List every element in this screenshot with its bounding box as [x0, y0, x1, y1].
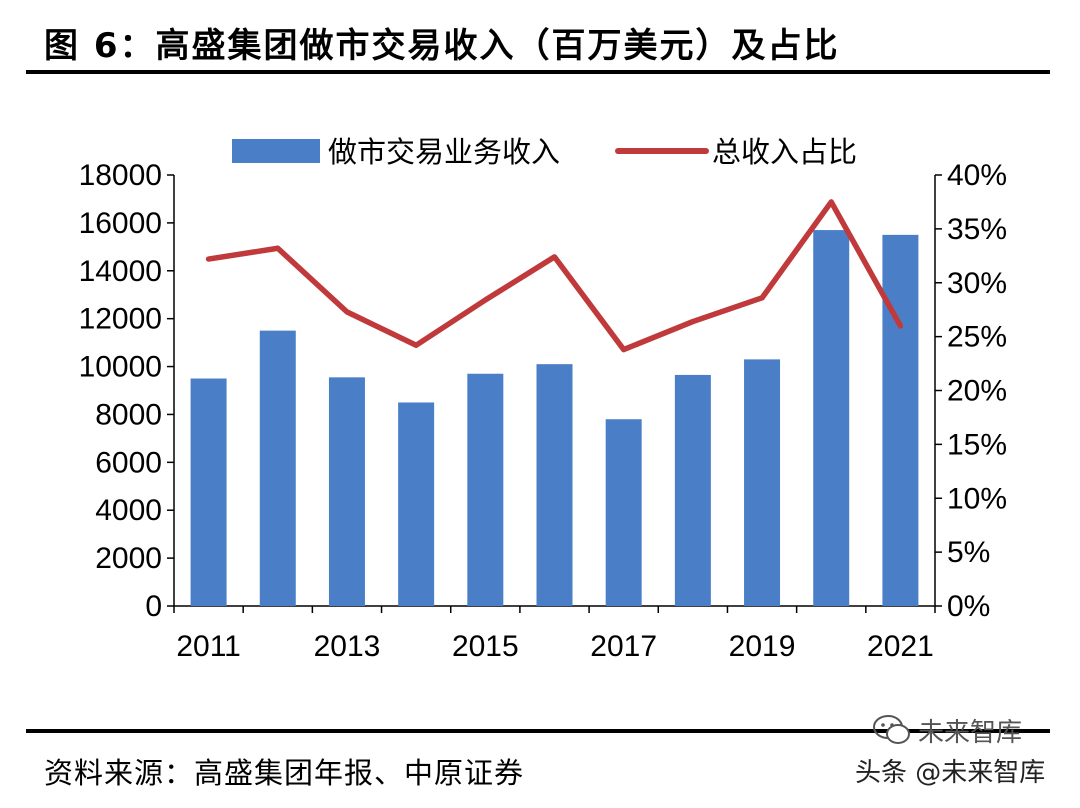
x-tick-label: 2019 — [729, 630, 796, 663]
x-tick-label: 2011 — [176, 630, 241, 663]
left-tick-label: 14000 — [79, 255, 162, 288]
bar-2014 — [398, 402, 435, 606]
watermark-prefix: 头条 — [855, 758, 908, 788]
bar-2020 — [813, 230, 850, 607]
left-tick-label: 12000 — [79, 303, 162, 336]
wechat-icon — [873, 715, 910, 744]
bottom-rule — [26, 729, 1050, 733]
legend-line-label: 总收入占比 — [712, 135, 857, 169]
chart: 做市交易业务收入 总收入占比 0 2000 4000 6000 8000 10000 120… — [79, 135, 1007, 663]
top-rule — [26, 70, 1050, 74]
axes — [167, 174, 942, 613]
left-tick-label: 8000 — [95, 398, 162, 431]
bar-2019 — [744, 359, 781, 606]
bar-2021 — [882, 234, 919, 606]
right-tick-label: 0% — [947, 590, 990, 623]
bar-2017 — [605, 419, 642, 606]
tick-labels: 0 2000 4000 6000 8000 10000 12000 14000 16000 180… — [79, 159, 1007, 663]
left-tick-label: 2000 — [95, 542, 162, 575]
left-tick-label: 6000 — [95, 446, 162, 479]
bar-2013 — [328, 377, 365, 606]
ratio-line-layer — [205, 199, 904, 353]
bar-2011 — [190, 378, 227, 606]
left-tick-label: 4000 — [95, 494, 162, 527]
right-tick-label: 35% — [947, 213, 1007, 246]
right-tick-label: 15% — [947, 428, 1007, 461]
right-tick-label: 25% — [947, 321, 1007, 354]
right-tick-label: 40% — [947, 159, 1007, 192]
x-tick-label: 2017 — [590, 630, 657, 663]
ratio-line — [205, 199, 904, 353]
right-tick-label: 30% — [947, 267, 1007, 300]
bar-2015 — [467, 373, 504, 606]
watermark: 头条 @未来智库 — [855, 752, 1045, 789]
left-tick-label: 10000 — [79, 351, 162, 384]
source-note: 资料来源：高盛集团年报、中原证券 — [44, 756, 525, 790]
left-tick-label: 16000 — [79, 207, 162, 240]
right-tick-label: 10% — [947, 482, 1007, 515]
x-tick-label: 2013 — [314, 630, 381, 663]
bar-2016 — [536, 364, 573, 606]
left-tick-label: 18000 — [79, 159, 162, 192]
right-tick-label: 20% — [947, 375, 1007, 408]
chart-title: 图 6：高盛集团做市交易收入（百万美元）及占比 — [44, 26, 840, 66]
legend-bar-label: 做市交易业务收入 — [328, 135, 560, 169]
right-tick-label: 5% — [947, 536, 990, 569]
bar-2018 — [674, 374, 711, 606]
bar-2012 — [259, 330, 296, 606]
x-tick-label: 2021 — [867, 630, 934, 663]
watermark-handle: @未来智库 — [915, 758, 1046, 788]
legend: 做市交易业务收入 总收入占比 — [232, 135, 857, 169]
x-tick-label: 2015 — [452, 630, 519, 663]
left-tick-label: 0 — [145, 590, 162, 623]
watermark-top-text: 未来智库 — [918, 718, 1023, 748]
legend-bar-swatch — [232, 139, 320, 163]
bars — [190, 230, 919, 607]
